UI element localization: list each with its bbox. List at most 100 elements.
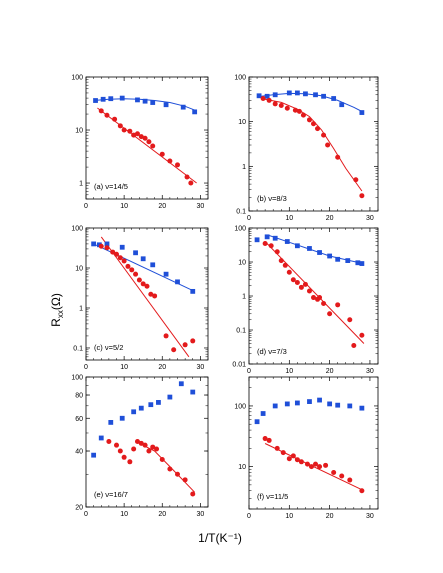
data-point-circle [127, 128, 133, 134]
data-point-square [313, 92, 318, 98]
data-point-circle [294, 457, 300, 463]
y-tick-label: 80 [75, 393, 83, 400]
data-point-circle [298, 459, 304, 465]
data-point-circle [104, 245, 110, 251]
data-point-square [133, 250, 138, 256]
x-tick-label: 20 [326, 368, 334, 375]
data-point-circle [306, 288, 312, 294]
data-point-circle [154, 446, 160, 452]
data-point-square [108, 96, 114, 102]
panel-frame [85, 227, 209, 361]
x-tick-label: 30 [196, 364, 204, 371]
data-point-circle [146, 448, 152, 454]
data-point-square [150, 100, 156, 105]
panel-label: (f) ν=11/5 [257, 492, 288, 501]
data-point-square [156, 400, 161, 405]
x-tick-label: 0 [247, 513, 251, 520]
panel-label: (d) ν=7/3 [257, 347, 287, 356]
data-point-square [355, 260, 361, 266]
data-point-square [264, 93, 270, 99]
data-point-circle [148, 291, 154, 297]
data-point-circle [131, 446, 137, 452]
data-point-circle [112, 116, 118, 122]
data-point-circle [146, 139, 152, 145]
data-point-circle [260, 96, 266, 102]
data-point-square [98, 435, 104, 441]
fit-line-1 [135, 441, 196, 493]
y-tick-label: 100 [234, 226, 246, 233]
data-point-circle [134, 438, 140, 444]
data-point-circle [292, 107, 298, 113]
panel-3: 0.1 1 10 100 0 10 20 30 (c) ν=5/2 [71, 226, 209, 371]
data-point-square [317, 397, 322, 403]
data-point-circle [175, 162, 180, 168]
data-point-square [359, 110, 365, 115]
data-point-circle [311, 295, 316, 301]
y-tick-label: 20 [75, 505, 83, 512]
data-point-circle [117, 123, 123, 129]
data-point-square [307, 246, 312, 251]
data-point-circle [190, 491, 196, 497]
data-point-square [317, 250, 322, 255]
data-point-circle [134, 131, 140, 137]
data-point-square [140, 256, 146, 262]
data-point-circle [163, 333, 169, 339]
data-point-circle [175, 471, 180, 477]
panel-label: (a) ν=14/5 [94, 182, 128, 191]
data-point-square [345, 258, 351, 263]
data-point-circle [321, 301, 327, 307]
y-tick-label: 0.1 [73, 345, 83, 352]
y-tick-label: 10 [238, 119, 246, 126]
data-point-circle [150, 444, 156, 450]
data-point-square [104, 241, 110, 247]
panel-1: 1 10 100 0 10 20 30 (a) ν=14/5 [71, 75, 209, 210]
data-point-circle [274, 445, 280, 451]
data-point-circle [121, 258, 127, 264]
data-point-circle [308, 464, 314, 470]
data-point-circle [182, 342, 188, 348]
fit-line-2 [264, 241, 365, 344]
y-tick-label: 100 [71, 226, 83, 233]
data-point-square [254, 419, 260, 425]
panel-label: (c) ν=5/2 [94, 343, 123, 352]
y-tick-label: 1 [79, 181, 83, 188]
data-point-square [119, 415, 125, 421]
y-tick-label: 40 [75, 449, 83, 456]
y-tick-label: 0.1 [236, 328, 246, 335]
data-point-circle [313, 461, 319, 467]
y-tick-label: 1 [242, 164, 246, 171]
x-tick-label: 10 [285, 215, 293, 222]
x-tick-label: 30 [196, 203, 204, 210]
data-point-circle [268, 243, 274, 249]
data-point-circle [286, 456, 292, 462]
data-point-circle [188, 180, 194, 186]
x-tick-label: 10 [120, 511, 128, 518]
data-point-square [359, 405, 365, 411]
data-point-square [138, 405, 144, 411]
data-point-circle [98, 108, 104, 114]
y-axis-label-unit: (Ω) [49, 293, 63, 310]
data-point-circle [117, 255, 123, 261]
data-point-circle [121, 454, 127, 460]
data-point-circle [278, 258, 284, 264]
data-point-circle [262, 241, 268, 247]
data-point-circle [125, 263, 131, 269]
data-point-circle [296, 108, 302, 114]
panel-label: (e) ν=16/7 [94, 490, 128, 499]
x-tick-label: 10 [285, 368, 293, 375]
data-point-circle [335, 154, 341, 160]
data-point-square [93, 98, 98, 103]
x-tick-label: 10 [285, 513, 293, 520]
y-tick-label: 10 [75, 128, 83, 135]
data-point-square [100, 96, 106, 102]
data-point-circle [262, 436, 268, 442]
x-tick-label: 10 [120, 364, 128, 371]
x-tick-label: 20 [326, 215, 334, 222]
data-point-square [331, 96, 337, 101]
data-point-square [142, 98, 148, 104]
data-point-square [175, 279, 180, 285]
data-point-circle [159, 151, 165, 157]
y-tick-label: 100 [234, 75, 246, 82]
data-point-circle [321, 132, 327, 138]
data-point-circle [315, 126, 321, 132]
